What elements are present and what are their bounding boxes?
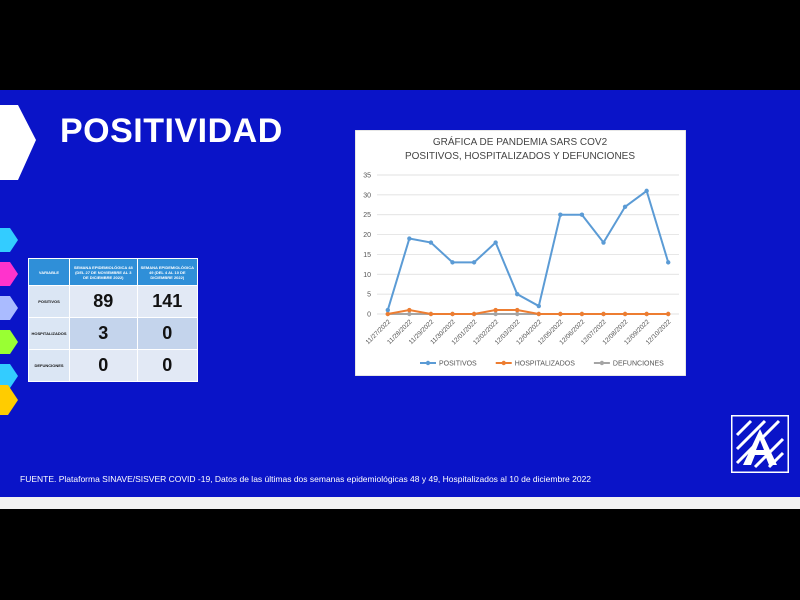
data-point (558, 212, 563, 217)
table-row: DEFUNCIONES 0 0 (28, 349, 199, 382)
legend-label: DEFUNCIONES (613, 361, 664, 368)
summary-table: VARIABLE SEMANA EPIDEMIOLÓGICA 48 (DEL 27… (28, 258, 199, 382)
data-point (450, 311, 455, 317)
series-line (387, 309, 669, 315)
row-label: HOSPITALIZADOS (28, 317, 70, 350)
chart-frame (355, 130, 686, 376)
value-cell: 0 (136, 349, 199, 382)
chart-subtitle: POSITIVOS, HOSPITALIZADOS Y DEFUNCIONES (405, 151, 635, 162)
value-cell: 89 (69, 285, 138, 318)
data-point (493, 307, 498, 313)
data-point (385, 311, 390, 317)
value-cell: 0 (69, 349, 138, 382)
table-row: HOSPITALIZADOS 3 0 (28, 317, 199, 350)
data-point (471, 311, 477, 317)
data-point (407, 311, 412, 317)
decorations (0, 105, 36, 415)
y-tick-label: 35 (363, 173, 371, 180)
value-cell: 0 (136, 317, 199, 350)
legend-label: HOSPITALIZADOS (515, 361, 575, 368)
series-line (386, 189, 670, 311)
y-tick-label: 10 (363, 272, 371, 279)
table-row: POSITIVOS 89 141 (28, 285, 199, 318)
data-point (407, 307, 412, 313)
data-point (579, 311, 585, 317)
data-point (622, 311, 628, 317)
data-point (536, 311, 541, 317)
data-point (428, 311, 434, 317)
bottom-strip (0, 497, 800, 509)
y-tick-label: 30 (363, 192, 371, 199)
data-point (558, 311, 563, 317)
data-point (601, 240, 606, 245)
data-point (666, 311, 671, 317)
data-point (601, 311, 606, 317)
data-point (666, 260, 671, 265)
header-cell: SEMANA EPIDEMIOLÓGICA 48 (DEL 27 DE NOVI… (69, 258, 138, 286)
value-cell: 3 (69, 317, 138, 350)
data-point (493, 240, 498, 245)
data-point (536, 303, 541, 309)
data-point (644, 311, 649, 317)
data-point (622, 204, 628, 209)
row-label: POSITIVOS (28, 285, 70, 318)
y-tick-label: 15 (363, 252, 371, 259)
source-note: FUENTE. Plataforma SINAVE/SISVER COVID -… (20, 474, 592, 484)
logo (731, 415, 789, 473)
row-label: DEFUNCIONES (28, 349, 70, 382)
data-point (385, 307, 390, 313)
data-point (515, 311, 520, 317)
y-tick-label: 25 (363, 212, 371, 219)
value-cell: 141 (136, 285, 199, 318)
slide-title: POSITIVIDAD (60, 112, 283, 150)
y-tick-label: 20 (363, 232, 371, 239)
data-point (515, 307, 520, 313)
data-point (407, 236, 412, 241)
chart: GRÁFICA DE PANDEMIA SARS COV2 POSITIVOS,… (355, 130, 686, 376)
legend-marker (501, 360, 506, 366)
legend-marker (599, 360, 605, 366)
legend-label: POSITIVOS (439, 361, 477, 368)
y-tick-label: 0 (367, 312, 371, 319)
data-point (644, 188, 649, 194)
data-point (493, 311, 498, 317)
data-point (450, 260, 455, 265)
chart-title: GRÁFICA DE PANDEMIA SARS COV2 (433, 135, 608, 148)
data-point (579, 212, 585, 217)
y-tick-label: 5 (367, 292, 371, 299)
header-cell: SEMANA EPIDEMIOLÓGICA 49 (DEL 4 AL 10 DE… (136, 258, 199, 286)
header-row: VARIABLE SEMANA EPIDEMIOLÓGICA 48 (DEL 27… (28, 258, 199, 286)
data-point (515, 291, 520, 297)
data-point (471, 260, 477, 265)
legend-marker (425, 360, 431, 366)
header-cell: VARIABLE (28, 258, 70, 286)
data-point (428, 240, 434, 245)
